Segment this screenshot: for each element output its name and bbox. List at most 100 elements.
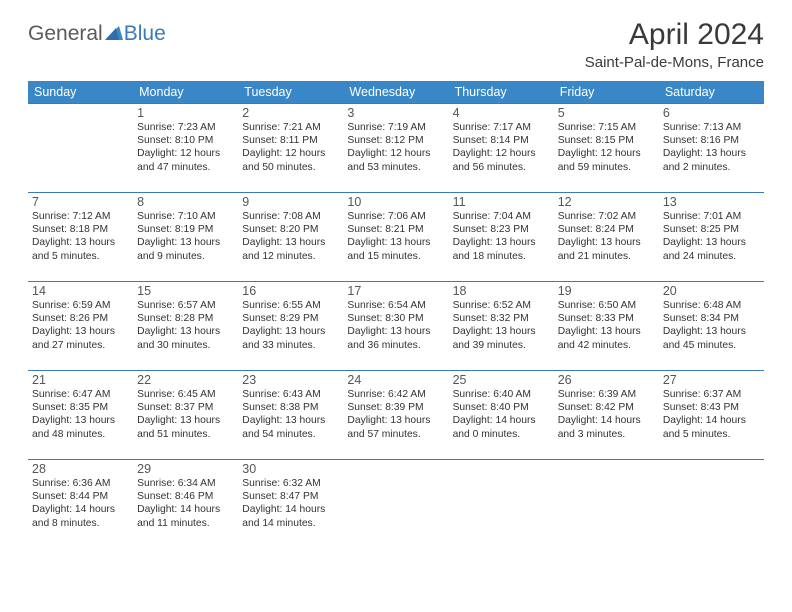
- day-info-line: and 5 minutes.: [32, 250, 129, 263]
- day-info-line: Daylight: 12 hours: [558, 147, 655, 160]
- day-info-line: Sunset: 8:39 PM: [347, 401, 444, 414]
- day-info-line: Daylight: 12 hours: [347, 147, 444, 160]
- day-info-line: Sunrise: 6:55 AM: [242, 299, 339, 312]
- day-cell: 27Sunrise: 6:37 AMSunset: 8:43 PMDayligh…: [659, 371, 764, 460]
- day-info-line: Sunset: 8:44 PM: [32, 490, 129, 503]
- day-info-line: Sunset: 8:46 PM: [137, 490, 234, 503]
- day-cell: 13Sunrise: 7:01 AMSunset: 8:25 PMDayligh…: [659, 193, 764, 282]
- day-info-line: Sunset: 8:20 PM: [242, 223, 339, 236]
- day-info-line: and 3 minutes.: [558, 428, 655, 441]
- day-number: 7: [32, 195, 129, 209]
- day-info-line: Sunset: 8:40 PM: [453, 401, 550, 414]
- day-info-line: and 57 minutes.: [347, 428, 444, 441]
- day-number: 20: [663, 284, 760, 298]
- day-info-line: Sunrise: 6:39 AM: [558, 388, 655, 401]
- day-info: Sunrise: 7:19 AMSunset: 8:12 PMDaylight:…: [347, 121, 444, 174]
- day-info-line: Sunrise: 6:45 AM: [137, 388, 234, 401]
- day-info-line: and 8 minutes.: [32, 517, 129, 530]
- day-info-line: and 2 minutes.: [663, 161, 760, 174]
- day-info-line: Sunrise: 7:23 AM: [137, 121, 234, 134]
- day-info-line: and 24 minutes.: [663, 250, 760, 263]
- day-info: Sunrise: 7:13 AMSunset: 8:16 PMDaylight:…: [663, 121, 760, 174]
- brand-blue: Blue: [124, 22, 166, 46]
- day-cell: 23Sunrise: 6:43 AMSunset: 8:38 PMDayligh…: [238, 371, 343, 460]
- day-cell: 1Sunrise: 7:23 AMSunset: 8:10 PMDaylight…: [133, 104, 238, 193]
- day-cell: 7Sunrise: 7:12 AMSunset: 8:18 PMDaylight…: [28, 193, 133, 282]
- day-info: Sunrise: 7:04 AMSunset: 8:23 PMDaylight:…: [453, 210, 550, 263]
- day-cell: 26Sunrise: 6:39 AMSunset: 8:42 PMDayligh…: [554, 371, 659, 460]
- day-info-line: Daylight: 13 hours: [453, 325, 550, 338]
- day-cell: 9Sunrise: 7:08 AMSunset: 8:20 PMDaylight…: [238, 193, 343, 282]
- day-info: Sunrise: 6:59 AMSunset: 8:26 PMDaylight:…: [32, 299, 129, 352]
- day-cell: [554, 460, 659, 549]
- day-info-line: Sunset: 8:26 PM: [32, 312, 129, 325]
- day-info-line: and 56 minutes.: [453, 161, 550, 174]
- day-info-line: Sunset: 8:11 PM: [242, 134, 339, 147]
- header: General Blue April 2024 Saint-Pal-de-Mon…: [28, 18, 764, 71]
- day-info-line: and 53 minutes.: [347, 161, 444, 174]
- day-number: 13: [663, 195, 760, 209]
- day-info-line: Daylight: 12 hours: [137, 147, 234, 160]
- day-info-line: Sunset: 8:47 PM: [242, 490, 339, 503]
- brand-logo: General Blue: [28, 18, 166, 46]
- day-header: Wednesday: [343, 81, 448, 104]
- day-info-line: Sunset: 8:19 PM: [137, 223, 234, 236]
- day-info-line: Daylight: 13 hours: [558, 325, 655, 338]
- day-info-line: and 21 minutes.: [558, 250, 655, 263]
- day-info-line: and 12 minutes.: [242, 250, 339, 263]
- day-info-line: Daylight: 14 hours: [453, 414, 550, 427]
- day-number: 16: [242, 284, 339, 298]
- day-info-line: Sunset: 8:10 PM: [137, 134, 234, 147]
- day-cell: 29Sunrise: 6:34 AMSunset: 8:46 PMDayligh…: [133, 460, 238, 549]
- day-info-line: Sunset: 8:33 PM: [558, 312, 655, 325]
- day-cell: 25Sunrise: 6:40 AMSunset: 8:40 PMDayligh…: [449, 371, 554, 460]
- day-number: 19: [558, 284, 655, 298]
- day-number: 17: [347, 284, 444, 298]
- day-info-line: Daylight: 13 hours: [347, 414, 444, 427]
- day-cell: 12Sunrise: 7:02 AMSunset: 8:24 PMDayligh…: [554, 193, 659, 282]
- day-cell: 17Sunrise: 6:54 AMSunset: 8:30 PMDayligh…: [343, 282, 448, 371]
- day-info-line: Sunrise: 6:37 AM: [663, 388, 760, 401]
- calendar-page: General Blue April 2024 Saint-Pal-de-Mon…: [0, 0, 792, 612]
- day-number: 27: [663, 373, 760, 387]
- day-info-line: and 51 minutes.: [137, 428, 234, 441]
- day-number: 22: [137, 373, 234, 387]
- day-info-line: and 15 minutes.: [347, 250, 444, 263]
- day-info-line: Sunrise: 7:19 AM: [347, 121, 444, 134]
- day-info-line: Sunset: 8:30 PM: [347, 312, 444, 325]
- day-info-line: and 42 minutes.: [558, 339, 655, 352]
- day-info: Sunrise: 6:54 AMSunset: 8:30 PMDaylight:…: [347, 299, 444, 352]
- day-header: Tuesday: [238, 81, 343, 104]
- day-info-line: Daylight: 13 hours: [137, 325, 234, 338]
- day-info-line: Sunrise: 7:01 AM: [663, 210, 760, 223]
- day-info-line: Sunrise: 6:34 AM: [137, 477, 234, 490]
- day-info-line: Sunset: 8:16 PM: [663, 134, 760, 147]
- title-block: April 2024 Saint-Pal-de-Mons, France: [585, 18, 764, 71]
- day-info-line: Daylight: 13 hours: [347, 325, 444, 338]
- day-header: Friday: [554, 81, 659, 104]
- day-info-line: Daylight: 13 hours: [453, 236, 550, 249]
- day-info-line: Sunset: 8:37 PM: [137, 401, 234, 414]
- day-info-line: and 11 minutes.: [137, 517, 234, 530]
- week-row: 28Sunrise: 6:36 AMSunset: 8:44 PMDayligh…: [28, 460, 764, 549]
- day-info-line: Daylight: 13 hours: [32, 414, 129, 427]
- day-info-line: Daylight: 14 hours: [558, 414, 655, 427]
- day-info-line: Daylight: 13 hours: [663, 147, 760, 160]
- day-number: 18: [453, 284, 550, 298]
- day-info-line: Sunset: 8:24 PM: [558, 223, 655, 236]
- day-info-line: Sunset: 8:34 PM: [663, 312, 760, 325]
- day-info-line: Sunrise: 7:02 AM: [558, 210, 655, 223]
- day-number: 2: [242, 106, 339, 120]
- day-info-line: Daylight: 13 hours: [347, 236, 444, 249]
- day-info-line: Sunset: 8:15 PM: [558, 134, 655, 147]
- day-number: 8: [137, 195, 234, 209]
- day-info: Sunrise: 7:23 AMSunset: 8:10 PMDaylight:…: [137, 121, 234, 174]
- day-info-line: Sunset: 8:42 PM: [558, 401, 655, 414]
- day-info-line: Sunrise: 7:08 AM: [242, 210, 339, 223]
- day-number: 14: [32, 284, 129, 298]
- day-number: 3: [347, 106, 444, 120]
- day-info-line: and 59 minutes.: [558, 161, 655, 174]
- brand-general: General: [28, 22, 103, 46]
- day-cell: 5Sunrise: 7:15 AMSunset: 8:15 PMDaylight…: [554, 104, 659, 193]
- day-info-line: and 18 minutes.: [453, 250, 550, 263]
